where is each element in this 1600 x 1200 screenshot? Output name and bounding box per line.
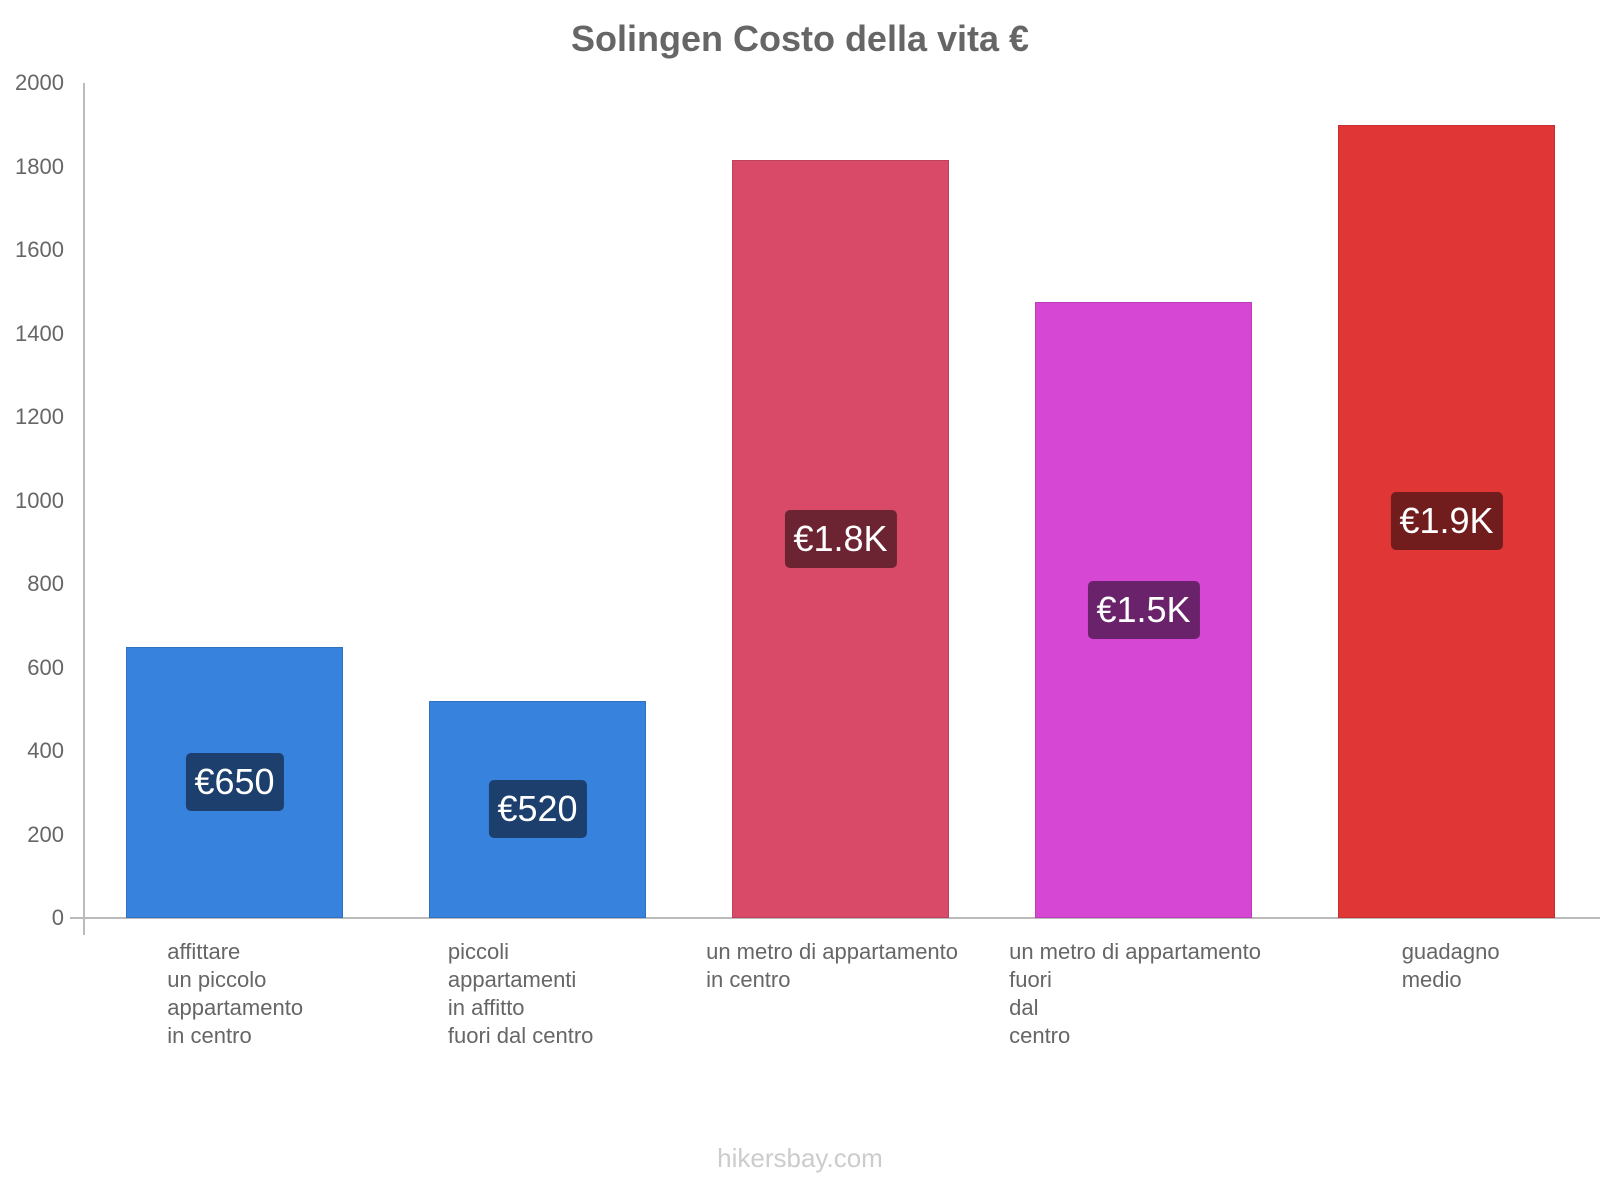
x-category-label: un metro di appartamento fuori dal centro (1009, 938, 1261, 1050)
bar-value-label: €1.8K (784, 510, 897, 569)
y-tick-label: 1400 (15, 320, 64, 346)
x-category-label-line: centro (1009, 1023, 1071, 1048)
y-tick-label: 400 (27, 738, 64, 763)
x-category-label-line: medio (1401, 967, 1462, 992)
bar-value-label: €520 (488, 780, 587, 839)
x-category-label-line: un metro di appartamento (706, 939, 959, 964)
x-category-label-line: un piccolo (167, 967, 267, 992)
bar-value-label: €1.5K (1087, 581, 1200, 640)
y-tick-label: 2000 (15, 70, 64, 95)
x-category-label-line: un metro di appartamento (1009, 939, 1262, 964)
x-category-label: guadagno medio (1402, 938, 1500, 994)
x-category-label-line: dal (1009, 995, 1039, 1020)
x-category-label-line: appartamenti (447, 967, 577, 992)
bar-value-label: €650 (185, 753, 284, 812)
x-category-label-line: in centro (706, 967, 791, 992)
y-tick-label: 1800 (15, 153, 64, 179)
y-tick-label: 1200 (15, 404, 64, 429)
x-category-label-line: fuori dal centro (447, 1023, 594, 1048)
x-category-label: un metro di appartamento in centro (706, 938, 958, 994)
y-tick-label: 0 (51, 905, 64, 930)
y-tick-label: 800 (27, 571, 64, 596)
y-tick-label: 200 (27, 821, 64, 847)
x-category-label-line: in affitto (447, 995, 525, 1020)
y-tick-label: 1000 (15, 487, 64, 513)
y-axis-line (83, 83, 85, 935)
x-category-label-line: piccoli (447, 939, 510, 964)
x-category-label-line: fuori (1009, 967, 1052, 992)
y-tick-label: 600 (27, 654, 64, 680)
chart-title: Solingen Costo della vita € (570, 18, 1030, 59)
x-category-label-line: in centro (167, 1023, 252, 1048)
y-tick-label: 1600 (15, 237, 64, 262)
x-category-label-line: appartamento (167, 995, 304, 1020)
watermark: hikersbay.com (717, 1143, 883, 1173)
bar-value-label: €1.9K (1390, 492, 1503, 551)
x-category-label: piccoli appartamenti in affitto fuori dal c… (448, 938, 594, 1050)
x-category-label-line: guadagno (1401, 939, 1500, 964)
x-category-label: affittare un piccolo appartamento in centro (167, 938, 303, 1050)
x-category-label-line: affittare (167, 939, 241, 964)
x-axis-line (70, 917, 1600, 919)
